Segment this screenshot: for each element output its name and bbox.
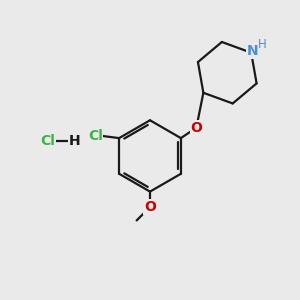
Text: O: O [144,200,156,214]
Text: Cl: Cl [88,129,103,143]
Text: O: O [190,121,202,135]
Text: H: H [69,134,81,148]
Text: H: H [258,38,267,51]
Text: N: N [247,44,259,58]
Text: Cl: Cl [40,134,55,148]
